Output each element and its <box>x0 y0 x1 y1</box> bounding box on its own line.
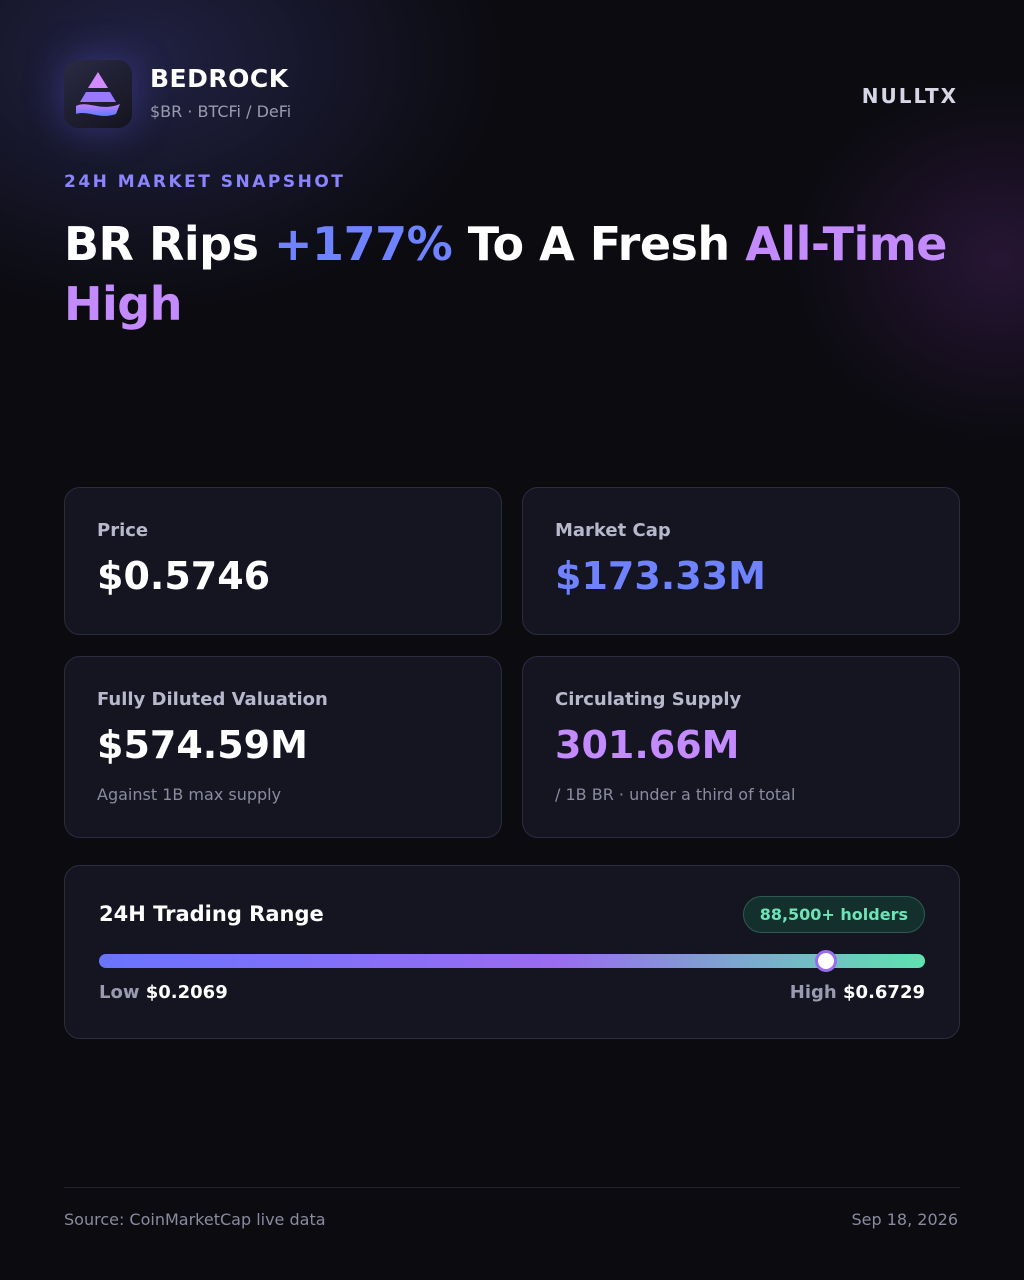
logo <box>64 60 132 128</box>
range-title: 24H Trading Range <box>99 902 324 926</box>
range-high-value: $0.6729 <box>843 982 925 1003</box>
stat-card: Fully Diluted Valuation $574.59M Against… <box>64 656 502 838</box>
headline-part: All-Time High <box>64 217 947 331</box>
stat-card: Circulating Supply 301.66M / 1B BR · und… <box>522 656 960 838</box>
stat-note: Against 1B max supply <box>97 785 282 804</box>
range-low: Low $0.2069 <box>99 982 228 1003</box>
headline-part: To A Fresh <box>467 217 731 271</box>
headline-part: BR Rips <box>64 217 259 271</box>
brand-name: BEDROCK <box>150 64 289 93</box>
eyebrow: 24H MARKET SNAPSHOT <box>64 172 346 192</box>
range-card: 24H Trading Range 88,500+ holders Low $0… <box>64 865 960 1039</box>
stat-note: / 1B BR · under a third of total <box>555 785 796 804</box>
range-high-label: High <box>789 982 837 1003</box>
range-high: High $0.6729 <box>790 982 925 1003</box>
headline-part: +177% <box>274 217 453 271</box>
footer-date: Sep 18, 2026 <box>851 1210 959 1229</box>
stat-value: 301.66M <box>555 723 740 767</box>
headline: BR Rips +177% To A Fresh All-Time High <box>64 214 964 334</box>
logo-icon <box>76 72 120 116</box>
stat-label: Fully Diluted Valuation <box>97 689 328 710</box>
brand-tagline: $BR · BTCFi / DeFi <box>150 102 292 121</box>
range-low-label: Low <box>99 982 140 1003</box>
stat-value: $173.33M <box>555 554 766 598</box>
stat-label: Circulating Supply <box>555 689 742 710</box>
range-low-value: $0.2069 <box>145 982 228 1003</box>
footer-rule <box>64 1187 960 1188</box>
publisher: NULLTX <box>861 84 958 108</box>
stat-label: Market Cap <box>555 520 671 541</box>
stat-card: Price $0.5746 <box>64 487 502 635</box>
range-track <box>99 954 925 968</box>
stat-value: $0.5746 <box>97 554 271 598</box>
range-knob <box>815 950 837 972</box>
stat-card: Market Cap $173.33M <box>522 487 960 635</box>
stat-label: Price <box>97 520 149 541</box>
footer-source: Source: CoinMarketCap live data <box>64 1210 326 1229</box>
holders-badge: 88,500+ holders <box>742 896 925 933</box>
stat-value: $574.59M <box>97 723 308 767</box>
